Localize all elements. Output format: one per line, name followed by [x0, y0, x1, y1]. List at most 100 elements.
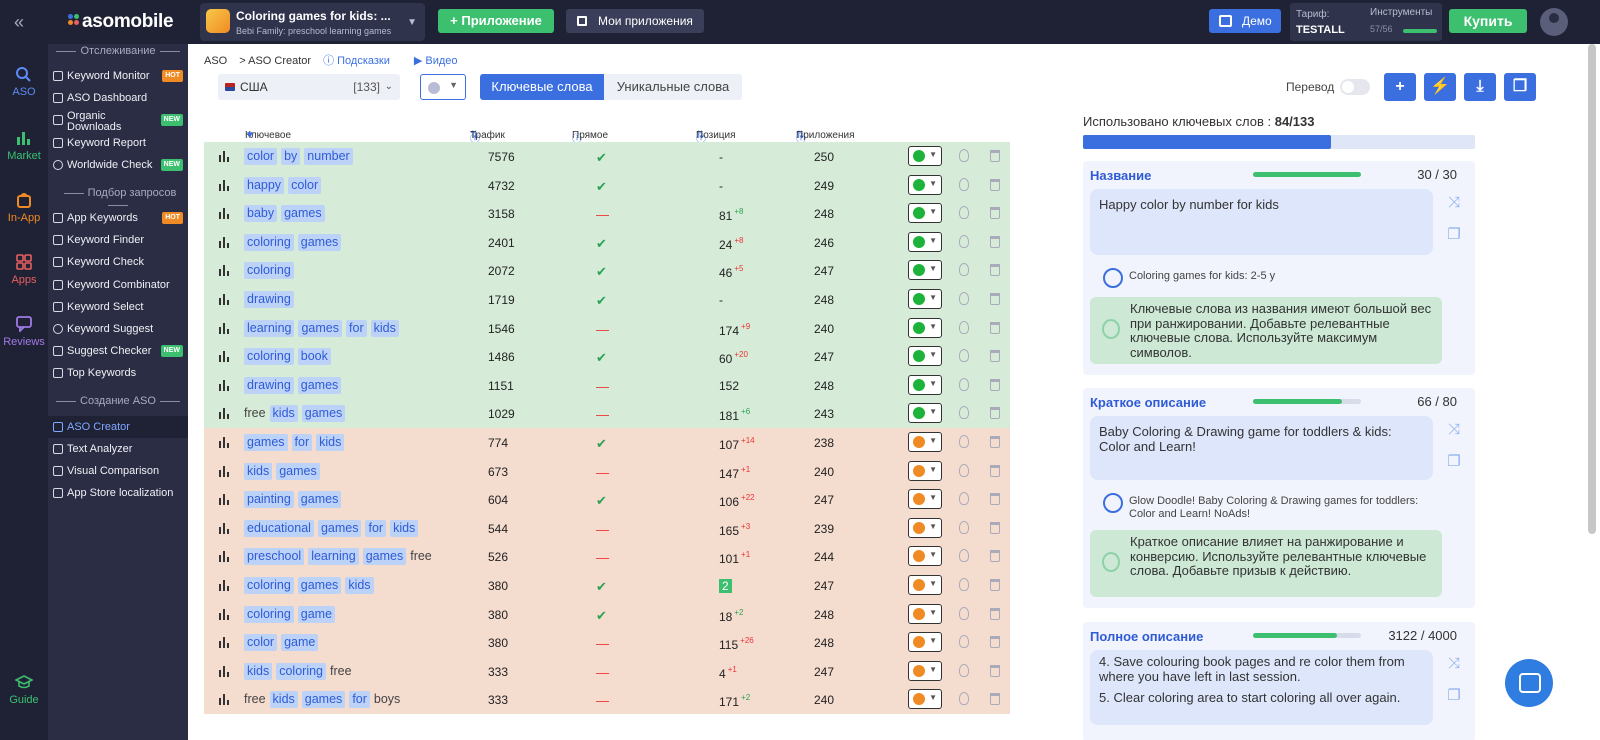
trash-icon[interactable] [990, 150, 1000, 162]
stats-icon[interactable] [219, 151, 231, 162]
keyword-token-used[interactable]: games [297, 577, 342, 594]
sidebar-item-app-store-localization[interactable]: App Store localization [48, 482, 188, 504]
table-row[interactable]: free kids games for boys 333 — 171 +2 240 ▼ [204, 685, 1010, 714]
table-row[interactable]: coloring games 2401 ✔ 24 +8 246 ▼ [204, 227, 1010, 257]
short-description-input[interactable]: Baby Coloring & Drawing game for toddler… [1090, 416, 1433, 480]
bulb-icon[interactable] [959, 520, 969, 534]
row-color-select[interactable]: ▼ [908, 689, 942, 710]
bulb-icon[interactable] [959, 435, 969, 448]
bulb-icon[interactable] [959, 606, 969, 620]
row-color-select[interactable]: ▼ [908, 374, 942, 395]
table-row[interactable]: drawing 1719 ✔ - 248 ▼ [204, 285, 1010, 314]
table-row[interactable]: color by number 7576 ✔ - 250 ▼ [204, 142, 1010, 171]
table-row[interactable]: coloring game 380 ✔ 18 +2 248 ▼ [204, 599, 1010, 629]
keyword-token-used[interactable]: for [346, 319, 367, 337]
keyword-token-used[interactable]: games [301, 691, 346, 709]
keyword-token-used[interactable]: color [244, 148, 278, 165]
trash-icon[interactable] [990, 207, 1000, 220]
keyword-token-used[interactable]: games [301, 405, 346, 423]
trash-icon[interactable] [990, 178, 1000, 191]
stats-icon[interactable] [219, 694, 231, 706]
keyword-token-used[interactable]: happy [244, 176, 285, 194]
avatar[interactable] [1540, 8, 1568, 36]
tab-keywords[interactable]: Ключевые слова [480, 74, 604, 100]
rail-item-guide[interactable]: Guide [0, 674, 48, 706]
keyword-token-used[interactable]: games [244, 434, 288, 451]
keyword-token-used[interactable]: kids [244, 662, 273, 680]
keyword-token-used[interactable]: preschool [244, 548, 305, 566]
stats-icon[interactable] [219, 580, 231, 591]
bulb-icon[interactable] [959, 377, 969, 391]
full-description-input[interactable]: 4. Save colouring book pages and re colo… [1090, 650, 1433, 725]
keyword-token-used[interactable]: games [297, 376, 342, 394]
copy-button[interactable]: ❐ [1504, 73, 1536, 101]
trash-icon[interactable] [990, 264, 1000, 277]
keyword-token-used[interactable]: game [281, 634, 319, 652]
keyword-token-used[interactable]: kids [370, 319, 399, 337]
row-color-select[interactable]: ▼ [908, 632, 942, 653]
keyword-token[interactable]: free [244, 692, 266, 707]
keyword-token[interactable]: free [330, 663, 352, 678]
keyword-token-used[interactable]: coloring [244, 262, 294, 280]
bulb-icon[interactable] [959, 292, 969, 305]
table-row[interactable]: preschool learning games free 526 — 101 +1 244 ▼ [204, 542, 1010, 571]
sidebar-item-aso-creator[interactable]: ASO Creator [48, 416, 188, 438]
stats-icon[interactable] [219, 465, 231, 477]
rail-item-in-app[interactable]: In-App [0, 192, 48, 224]
sidebar-item-keyword-finder[interactable]: Keyword Finder [48, 229, 188, 251]
row-color-select[interactable]: ▼ [908, 260, 942, 281]
bolt-button[interactable]: ⚡ [1424, 73, 1456, 101]
table-row[interactable]: kids games 673 — 147 +1 240 ▼ [204, 456, 1010, 486]
bulb-icon[interactable] [959, 349, 969, 363]
trash-icon[interactable] [990, 636, 1000, 649]
keyword-token-used[interactable]: educational [244, 519, 314, 537]
sidebar-item-organic-downloads[interactable]: Organic Downloads NEW [48, 109, 188, 135]
keyword-token-used[interactable]: for [365, 519, 387, 537]
buy-button[interactable]: Купить [1449, 9, 1527, 33]
stats-icon[interactable] [219, 236, 231, 248]
table-row[interactable]: coloring 2072 ✔ 46 +5 247 ▼ [204, 256, 1010, 285]
table-row[interactable]: coloring games kids 380 ✔ 2 247 ▼ [204, 571, 1010, 600]
keyword-token-used[interactable]: kids [269, 405, 298, 423]
keyword-token-used[interactable]: learning [244, 319, 295, 337]
bulb-icon[interactable] [959, 692, 969, 706]
keyword-token-used[interactable]: drawing [244, 376, 294, 394]
trash-icon[interactable] [990, 293, 1000, 305]
row-color-select[interactable]: ▼ [908, 517, 942, 538]
sidebar-item-text-analyzer[interactable]: Text Analyzer [48, 438, 188, 460]
translate-toggle[interactable] [1340, 79, 1370, 95]
row-color-select[interactable]: ▼ [908, 575, 942, 595]
breadcrumb-root[interactable]: ASO [204, 55, 228, 67]
sidebar-item-aso-dashboard[interactable]: ASO Dashboard [48, 87, 188, 109]
keyword-token[interactable]: free [244, 406, 266, 421]
rail-item-apps[interactable]: Apps [0, 254, 48, 286]
rail-item-aso[interactable]: ASO [0, 66, 48, 98]
stats-icon[interactable] [219, 408, 231, 420]
bulb-icon[interactable] [959, 234, 969, 248]
stats-icon[interactable] [219, 494, 231, 506]
trash-icon[interactable] [990, 436, 1000, 448]
row-color-select[interactable]: ▼ [908, 432, 942, 452]
bulb-icon[interactable] [959, 492, 969, 506]
bulb-icon[interactable] [959, 406, 969, 420]
trash-icon[interactable] [990, 607, 1000, 620]
sidebar-item-top-keywords[interactable]: Top Keywords [48, 362, 188, 384]
keyword-token-used[interactable]: learning [308, 548, 359, 566]
trash-icon[interactable] [990, 693, 1000, 706]
keyword-token-used[interactable]: coloring [244, 233, 294, 251]
sidebar-item-keyword-monitor[interactable]: Keyword Monitor HOT [48, 65, 188, 87]
trash-icon[interactable] [990, 493, 1000, 506]
scrollbar[interactable] [1588, 44, 1596, 534]
table-row[interactable]: free kids games 1029 — 181 +6 243 ▼ [204, 399, 1010, 428]
row-color-select[interactable]: ▼ [908, 460, 942, 481]
table-row[interactable]: coloring book 1486 ✔ 60 +20 247 ▼ [204, 342, 1010, 371]
keyword-token-used[interactable]: games [297, 233, 342, 251]
row-color-select[interactable]: ▼ [908, 346, 942, 367]
shuffle-icon[interactable]: ⤨ [1447, 655, 1460, 672]
sidebar-item-worldwide-check[interactable]: Worldwide Check NEW [48, 154, 188, 176]
keyword-token-used[interactable]: color [288, 176, 322, 194]
keyword-token-used[interactable]: for [291, 434, 313, 451]
keyword-token-used[interactable]: by [281, 148, 301, 165]
trash-icon[interactable] [990, 378, 1000, 391]
trash-icon[interactable] [990, 550, 1000, 563]
